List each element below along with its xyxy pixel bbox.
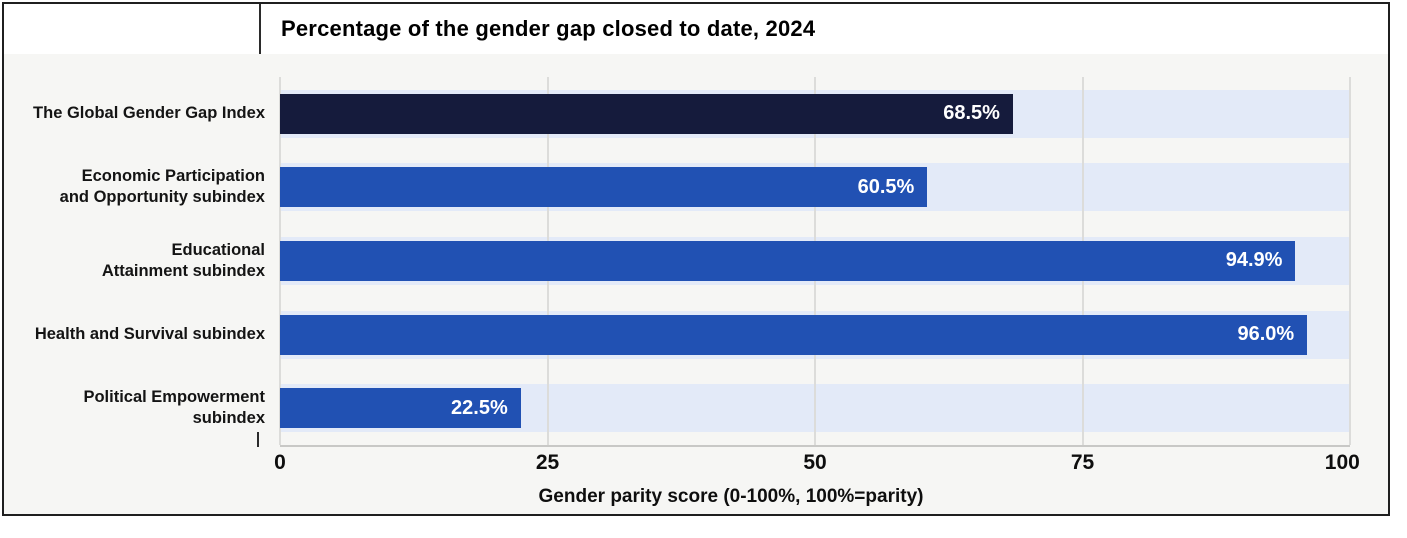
plot-area: 68.5% 60.5% 94.9% 96.0% 22.5% — [279, 77, 1351, 447]
category-label: Health and Survival subindex — [4, 298, 265, 372]
bar-track: 22.5% — [280, 384, 1350, 433]
bar: 60.5% — [280, 167, 928, 208]
category-label-text: The Global Gender Gap Index — [33, 104, 265, 123]
x-tick-label: 75 — [1070, 451, 1095, 474]
bar-track: 68.5% — [280, 89, 1350, 138]
chart-row: 94.9% — [280, 224, 1350, 298]
bar: 94.9% — [280, 240, 1296, 281]
x-tick-label: 25 — [535, 451, 560, 474]
x-tick-label: 50 — [803, 451, 827, 474]
x-axis-ticks: 0 25 50 75 100 — [274, 451, 1360, 477]
category-label-text: Economic Participation and Opportunity su… — [59, 167, 265, 207]
bar-value-label: 22.5% — [451, 396, 508, 419]
bar-value-label: 96.0% — [1237, 323, 1295, 346]
chart-row: 60.5% — [280, 151, 1350, 225]
category-label-text: Political Empowerment subindex — [83, 388, 265, 428]
category-label: Political Empowerment subindex — [4, 371, 265, 445]
chart-header: Percentage of the gender gap closed to d… — [4, 4, 1388, 54]
chart-row: 22.5% — [280, 371, 1350, 445]
bar-value-label: 60.5% — [857, 175, 915, 198]
bar-value-label: 94.9% — [1225, 249, 1283, 272]
bar-track: 60.5% — [280, 163, 1350, 212]
chart-row: 68.5% — [280, 77, 1350, 151]
bar: 96.0% — [280, 314, 1308, 355]
chart-card: Percentage of the gender gap closed to d… — [2, 2, 1390, 516]
bar-rows: 68.5% 60.5% 94.9% 96.0% 22.5% — [280, 77, 1350, 445]
title-divider — [259, 4, 261, 54]
axis-edge-tick — [257, 432, 259, 447]
category-label-column: The Global Gender Gap Index Economic Part… — [4, 77, 265, 445]
bar: 22.5% — [280, 388, 521, 429]
category-label-text: Educational Attainment subindex — [101, 240, 265, 280]
bar-track: 94.9% — [280, 236, 1350, 285]
category-label: The Global Gender Gap Index — [4, 77, 265, 151]
category-label: Economic Participation and Opportunity su… — [4, 151, 265, 225]
x-tick-label: 0 — [274, 451, 286, 474]
x-tick-label: 100 — [1324, 451, 1360, 474]
category-label-text: Health and Survival subindex — [34, 325, 265, 344]
category-label: Educational Attainment subindex — [4, 224, 265, 298]
x-axis-label: Gender parity score (0-100%, 100%=parity… — [538, 486, 924, 507]
chart-area: The Global Gender Gap Index Economic Part… — [4, 54, 1388, 514]
bar: 68.5% — [280, 93, 1013, 134]
bar-track: 96.0% — [280, 310, 1350, 359]
chart-row: 96.0% — [280, 298, 1350, 372]
bar-value-label: 68.5% — [943, 102, 1000, 125]
chart-title: Percentage of the gender gap closed to d… — [281, 16, 816, 41]
